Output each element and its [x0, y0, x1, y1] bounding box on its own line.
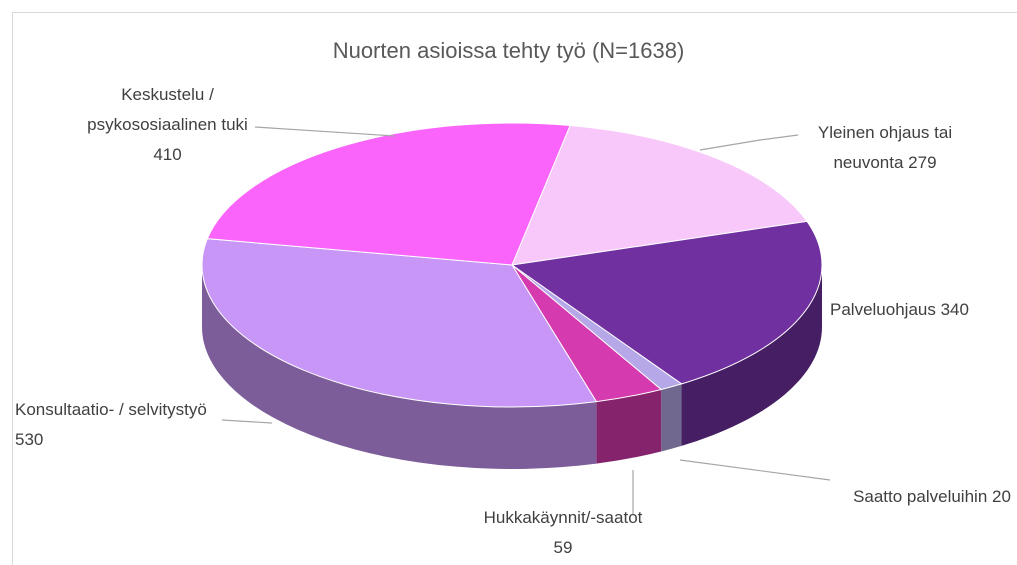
leader-lines: [221, 126, 831, 515]
data-label: Konsultaatio- / selvitystyö 530: [15, 395, 220, 455]
label-name: Konsultaatio- / selvitystyö: [15, 400, 207, 419]
slice-side: [596, 389, 662, 464]
label-name: Saatto palveluihin: [853, 487, 988, 506]
data-label: Saatto palveluihin 20: [832, 482, 1017, 512]
chart-title: Nuorten asioissa tehty työ (N=1638): [332, 38, 685, 63]
label-value: 59: [553, 538, 573, 557]
slice: [206, 122, 571, 266]
leader-line: [699, 134, 799, 151]
leader-line: [679, 459, 831, 481]
slice: [511, 124, 808, 266]
label-value: 530: [15, 430, 44, 449]
slice-side: [661, 383, 682, 452]
data-label: Yleinen ohjaus tai neuvonta 279: [790, 118, 980, 178]
label-name: Palveluohjaus: [830, 300, 936, 319]
label-value: 410: [153, 145, 182, 164]
slice: [510, 220, 823, 385]
pie: [201, 122, 823, 469]
label-value: 279: [908, 153, 937, 172]
data-label: Hukkakäynnit/-saatot 59: [478, 503, 648, 563]
label-name: Yleinen ohjaus tai neuvonta: [817, 123, 953, 172]
leader-line: [254, 126, 396, 137]
slice: [201, 238, 598, 408]
label-value: 20: [992, 487, 1011, 506]
label-value: 340: [940, 300, 969, 319]
slice-side: [202, 265, 597, 469]
data-label: Keskustelu / psykososiaalinen tuki 410: [80, 80, 255, 170]
chart-border: [12, 12, 1017, 565]
data-label: Palveluohjaus 340: [830, 295, 969, 325]
label-name: Hukkakäynnit/-saatot: [483, 508, 643, 527]
leader-line: [221, 419, 273, 424]
label-name: Keskustelu / psykososiaalinen tuki: [87, 85, 248, 134]
